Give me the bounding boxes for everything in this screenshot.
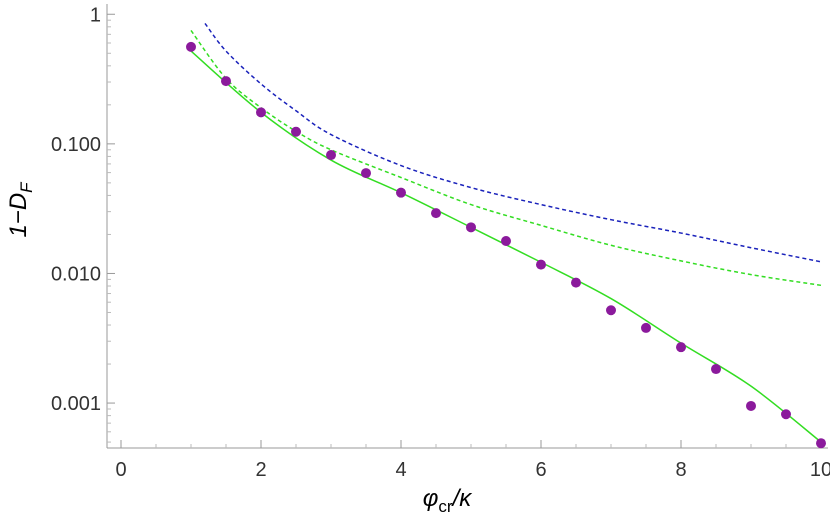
x-axis-ticks: 0 2 4 6 8 10: [115, 440, 830, 481]
plot-frame: [106, 4, 828, 449]
data-point: [536, 259, 546, 270]
x-tick-label: 2: [255, 459, 266, 481]
data-point: [396, 187, 406, 198]
data-point: [641, 322, 651, 333]
data-point: [256, 107, 266, 118]
data-point: [676, 342, 686, 353]
data-point: [711, 364, 721, 375]
x-tick-label: 4: [395, 459, 406, 481]
fit-series-line: [190, 50, 822, 443]
data-point: [221, 76, 231, 87]
y-axis-ticks: 1 0.100 0.010 0.001: [51, 4, 115, 443]
data-point: [361, 168, 371, 179]
y-tick-label: 1: [90, 4, 101, 26]
y-tick-label: 0.010: [51, 263, 101, 285]
data-point: [186, 41, 196, 52]
dashed-series-line: [190, 30, 822, 287]
data-point: [781, 409, 791, 420]
data-point: [501, 236, 511, 247]
y-axis-label: 1−DF: [5, 181, 36, 238]
y-tick-label: 0.100: [51, 134, 101, 156]
data-point: [466, 222, 476, 233]
data-point: [606, 305, 616, 316]
data-point: [746, 400, 756, 411]
data-point: [431, 208, 441, 219]
x-tick-label: 10: [810, 459, 830, 481]
data-point: [326, 150, 336, 161]
data-point: [816, 438, 826, 449]
x-tick-label: 6: [535, 459, 546, 481]
series-layer: [186, 22, 826, 449]
x-tick-label: 0: [115, 459, 126, 481]
x-axis-label: φcr/κ: [423, 485, 473, 516]
x-tick-label: 8: [675, 459, 686, 481]
y-tick-label: 0.001: [51, 393, 101, 415]
data-point: [291, 126, 301, 137]
dashed-series-line: [204, 22, 822, 263]
data-point: [571, 277, 581, 288]
